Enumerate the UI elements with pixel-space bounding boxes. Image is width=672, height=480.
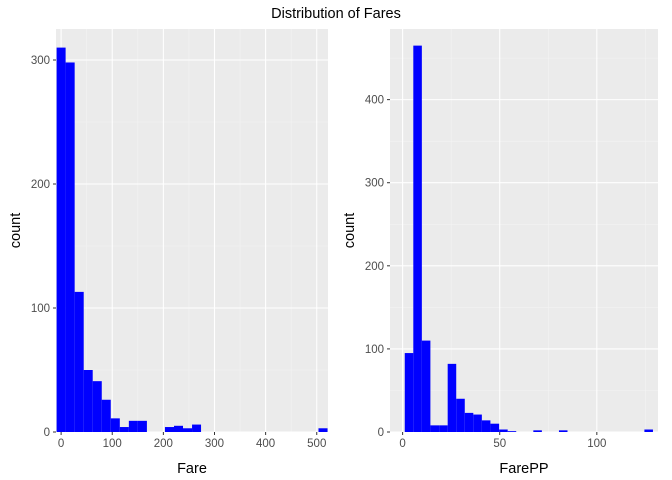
fare-histogram-bar bbox=[119, 427, 129, 432]
farepp-histogram-bar bbox=[430, 425, 440, 432]
farepp-y-tick-label: 200 bbox=[365, 261, 384, 273]
fare-histogram-bar bbox=[101, 399, 111, 432]
farepp-histogram-bar bbox=[404, 353, 414, 432]
farepp-axes: 0 50 100 0 100 200 300 400 bbox=[365, 95, 607, 450]
farepp-histogram-bar bbox=[413, 45, 422, 432]
farepp-plot-background bbox=[390, 29, 658, 432]
fare-x-tick-label: 100 bbox=[103, 438, 122, 450]
fare-y-tick-label: 200 bbox=[31, 179, 50, 191]
farepp-y-axis-title: count bbox=[342, 213, 358, 248]
farepp-histogram-bar bbox=[447, 363, 457, 432]
farepp-histogram-bar bbox=[507, 431, 517, 432]
fare-x-tick-label: 300 bbox=[205, 438, 224, 450]
fare-histogram-bar bbox=[318, 428, 328, 432]
farepp-histogram-bar bbox=[473, 414, 482, 432]
farepp-histogram-bar bbox=[456, 398, 465, 432]
fare-histogram-bar bbox=[137, 420, 147, 432]
farepp-x-axis-title: FarePP bbox=[499, 461, 548, 477]
farepp-histogram-bar bbox=[533, 430, 542, 432]
fare-histogram-bar bbox=[110, 418, 120, 432]
fare-y-tick-label: 0 bbox=[44, 427, 50, 439]
fare-y-tick-label: 300 bbox=[31, 55, 50, 67]
fare-histogram-bar bbox=[74, 291, 84, 432]
figure-title: Distribution of Fares bbox=[271, 6, 401, 22]
fare-x-tick-label: 400 bbox=[256, 438, 275, 450]
farepp-histogram-panel: 0 50 100 0 100 200 300 400 FarePP count bbox=[342, 29, 658, 477]
farepp-histogram-bar bbox=[481, 420, 491, 432]
farepp-histogram-bar bbox=[421, 340, 431, 432]
fare-histogram-bar bbox=[174, 425, 184, 432]
fare-x-tick-label: 0 bbox=[58, 438, 64, 450]
farepp-y-tick-label: 100 bbox=[365, 344, 384, 356]
farepp-bars bbox=[404, 45, 653, 432]
farepp-histogram-bar bbox=[558, 430, 568, 432]
fare-plot-background bbox=[56, 29, 328, 432]
farepp-y-tick-label: 300 bbox=[365, 178, 384, 190]
farepp-y-tick-label: 0 bbox=[378, 427, 384, 439]
farepp-histogram-bar bbox=[490, 423, 500, 432]
farepp-histogram-bar bbox=[464, 412, 474, 432]
farepp-x-tick-label: 100 bbox=[587, 438, 606, 450]
farepp-histogram-bar bbox=[439, 425, 448, 432]
fare-histogram-bar bbox=[83, 370, 93, 432]
fare-gridlines bbox=[56, 29, 328, 433]
fare-histogram-bar bbox=[192, 424, 202, 432]
fare-bars bbox=[56, 47, 328, 432]
farepp-y-tick-label: 400 bbox=[365, 95, 384, 107]
farepp-x-tick-label: 50 bbox=[493, 438, 506, 450]
fare-x-tick-label: 500 bbox=[307, 438, 326, 450]
fare-histogram-bar bbox=[164, 427, 175, 432]
fare-axes: 0 100 200 300 400 500 0 100 200 300 bbox=[31, 55, 327, 450]
fare-histogram-panel: 0 100 200 300 400 500 0 100 200 300 Fare count bbox=[8, 29, 328, 477]
fare-y-axis-title: count bbox=[8, 213, 24, 248]
fare-histogram-bar bbox=[56, 47, 66, 432]
farepp-histogram-bar bbox=[644, 429, 653, 432]
fare-x-axis-title: Fare bbox=[177, 461, 207, 477]
fare-histogram-bar bbox=[92, 381, 102, 432]
fare-histogram-bar bbox=[128, 420, 138, 432]
fare-y-tick-label: 100 bbox=[31, 303, 50, 315]
fare-histogram-bar bbox=[65, 62, 75, 432]
farepp-x-tick-label: 0 bbox=[399, 438, 405, 450]
farepp-histogram-bar bbox=[499, 429, 508, 432]
fare-histogram-bar bbox=[183, 428, 193, 432]
fare-x-tick-label: 200 bbox=[154, 438, 173, 450]
